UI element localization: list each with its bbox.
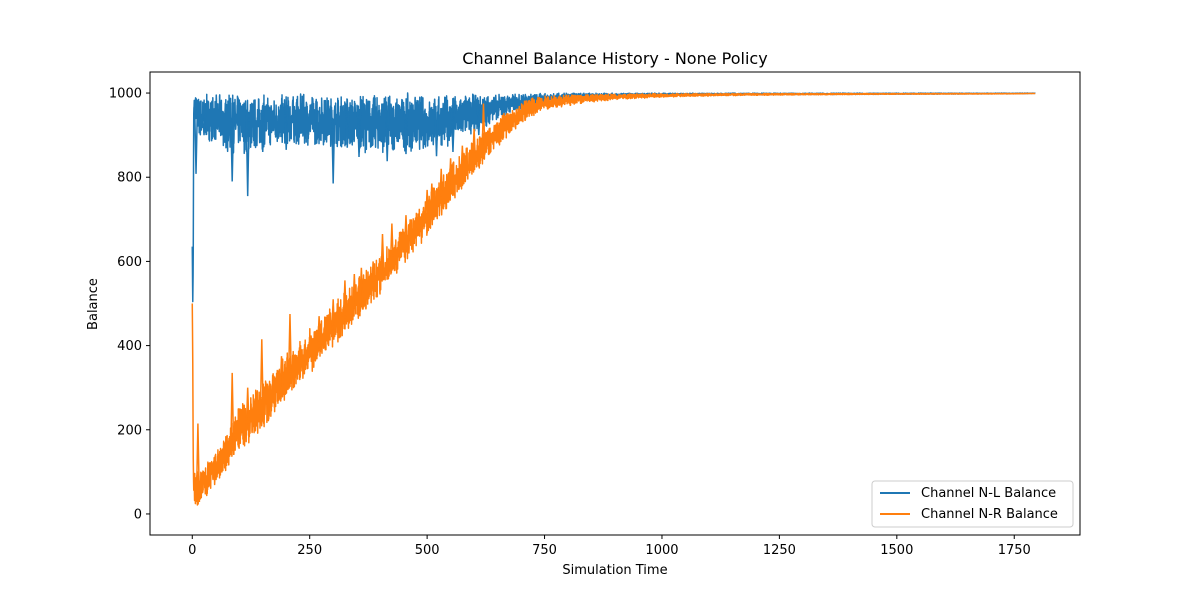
- spike-n-l-1: [193, 99, 199, 174]
- spike-n-r-15: [403, 215, 409, 251]
- spike-n-l-13: [434, 111, 439, 157]
- x-tick-label: 1500: [880, 543, 913, 558]
- spike-n-l-15: [476, 105, 482, 136]
- spike-n-r-7: [316, 316, 322, 353]
- x-tick-label: 750: [532, 543, 557, 558]
- y-tick-label: 0: [134, 507, 142, 522]
- spike-n-l-14: [450, 109, 456, 152]
- spike-n-l-10: [356, 109, 362, 158]
- spike-n-l-3: [229, 111, 235, 182]
- y-axis-label: Balance: [86, 278, 101, 330]
- spike-n-r-5: [279, 356, 284, 394]
- spike-n-r-20: [448, 158, 453, 195]
- y-tick-label: 200: [117, 423, 142, 438]
- x-tick-label: 500: [415, 543, 440, 558]
- series-line-n-r: [191, 92, 1036, 506]
- spike-n-r-17: [424, 189, 430, 224]
- spike-n-l-11: [384, 109, 390, 162]
- spike-n-r-9: [342, 280, 348, 325]
- legend-label-n-r: Channel N-R Balance: [921, 507, 1058, 522]
- spike-n-l-7: [314, 110, 319, 144]
- spike-n-r-8: [330, 299, 336, 338]
- spike-n-l-12: [403, 110, 409, 155]
- spike-n-r-21: [460, 145, 465, 180]
- axes-frame: [149, 71, 1081, 536]
- spike-n-r-4: [259, 339, 265, 419]
- y-tick-label: 600: [117, 255, 142, 270]
- plot-area: [191, 92, 1036, 506]
- x-tick-label: 1000: [645, 543, 678, 558]
- spike-n-r-19: [438, 168, 444, 206]
- spike-n-r-12: [370, 261, 376, 292]
- x-tick-label: 0: [188, 543, 196, 558]
- chart-title: Channel Balance History - None Policy: [462, 49, 767, 68]
- legend: Channel N-L Balance Channel N-R Balance: [871, 480, 1074, 528]
- spike-n-r-14: [389, 223, 395, 268]
- y-tick-label: 1000: [109, 87, 142, 102]
- x-axis-label: Simulation Time: [562, 563, 667, 578]
- spike-n-l-4: [245, 111, 250, 197]
- spike-n-r-3: [245, 387, 250, 434]
- y-tick-label: 400: [117, 339, 142, 354]
- spike-n-l-2: [201, 113, 207, 136]
- axes: 0 250 500 750 1000 1250 1500 1750 0 200 400 600 800 1…: [109, 87, 1031, 558]
- spike-n-r-6: [287, 314, 293, 384]
- spike-n-r-10: [352, 274, 357, 315]
- legend-label-n-l: Channel N-L Balance: [921, 486, 1056, 501]
- spike-n-r-22: [471, 128, 477, 165]
- spike-n-r-18: [429, 183, 435, 218]
- spike-n-r-11: [359, 267, 364, 307]
- spike-n-l-8: [330, 111, 336, 184]
- x-tick-label: 1750: [998, 543, 1031, 558]
- spike-n-r-13: [380, 234, 385, 280]
- x-tick-label: 1250: [763, 543, 796, 558]
- y-tick-label: 800: [117, 171, 142, 186]
- spike-n-l-5: [260, 109, 265, 152]
- spike-n-l-9: [345, 110, 350, 148]
- spike-n-r-23: [481, 103, 486, 155]
- spike-n-r-2: [229, 372, 235, 456]
- x-tick-label: 250: [297, 543, 322, 558]
- spike-n-r-1: [195, 423, 201, 503]
- spike-n-l-6: [283, 107, 289, 150]
- spike-n-r-16: [415, 217, 420, 236]
- legend-box: [871, 480, 1074, 528]
